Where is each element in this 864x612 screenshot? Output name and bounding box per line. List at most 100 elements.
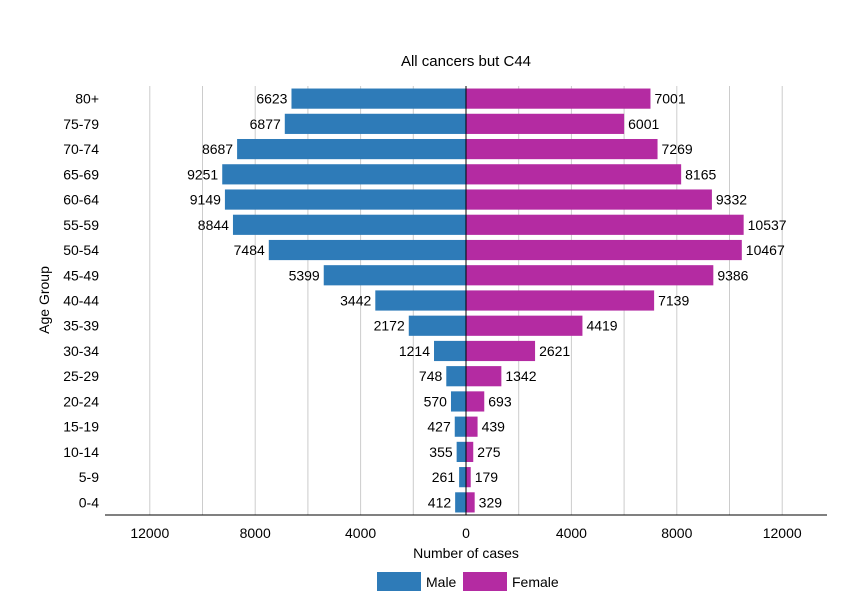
bar-female: [466, 265, 714, 286]
y-tick-label: 5-9: [79, 469, 99, 485]
y-tick-label: 70-74: [63, 141, 99, 157]
y-tick-label: 45-49: [63, 267, 99, 283]
bar-label-female: 10537: [748, 217, 787, 233]
y-tick-label: 25-29: [63, 368, 99, 384]
bar-female: [466, 441, 474, 463]
bar-male: [291, 88, 466, 109]
bar-male: [456, 441, 466, 463]
bar-male: [434, 340, 466, 362]
bar-label-male: 6877: [250, 116, 281, 132]
legend-swatch-male: [377, 572, 421, 591]
bar-label-male: 1214: [399, 343, 430, 359]
bar-male: [237, 138, 466, 160]
bar-female: [466, 315, 583, 336]
bar-label-male: 8844: [198, 217, 229, 233]
bar-male: [323, 265, 466, 286]
bar-female: [466, 189, 712, 210]
bar-male: [224, 189, 466, 210]
y-tick-label: 50-54: [63, 242, 99, 258]
bar-label-female: 7139: [658, 293, 689, 309]
y-tick-label: 60-64: [63, 192, 99, 208]
y-tick-label: 30-34: [63, 343, 99, 359]
y-tick-label: 0-4: [79, 494, 99, 510]
bar-male: [446, 366, 466, 387]
bar-label-male: 261: [432, 469, 456, 485]
x-tick-label: 8000: [661, 525, 692, 541]
bar-male: [232, 214, 466, 235]
y-tick-label: 40-44: [63, 293, 99, 309]
bar-label-female: 9386: [717, 267, 748, 283]
bar-female: [466, 391, 485, 412]
bar-male: [450, 391, 466, 412]
bar-female: [466, 214, 744, 235]
x-tick-label: 12000: [130, 525, 169, 541]
bar-label-male: 748: [419, 368, 443, 384]
y-tick-label: 35-39: [63, 318, 99, 334]
bar-male: [268, 239, 466, 261]
bar-label-female: 1342: [505, 368, 536, 384]
bar-label-male: 9149: [190, 192, 221, 208]
bar-label-female: 275: [477, 444, 501, 460]
y-tick-labels: 0-4 5-9 10-14 15-19 20-24 25-29 30-34 35-39 40-4…: [63, 91, 99, 511]
legend-label-female: Female: [512, 574, 559, 590]
bar-label-male: 7484: [234, 242, 265, 258]
bar-female: [466, 88, 651, 109]
x-tick-label: 12000: [763, 525, 802, 541]
x-tick-label: 8000: [240, 525, 271, 541]
bar-label-female: 9332: [716, 192, 747, 208]
y-tick-label: 80+: [75, 91, 99, 107]
bar-label-female: 10467: [746, 242, 785, 258]
bar-label-female: 8165: [685, 166, 716, 182]
bar-female: [466, 366, 502, 387]
bar-female: [466, 138, 658, 160]
bar-male: [408, 315, 466, 336]
x-tick-label: 4000: [345, 525, 376, 541]
bar-male: [455, 492, 466, 513]
bars: [222, 88, 744, 513]
x-tick-label: 4000: [556, 525, 587, 541]
y-axis-label: Age Group: [36, 266, 52, 334]
bar-label-female: 7001: [654, 91, 685, 107]
bar-label-male: 355: [429, 444, 453, 460]
bar-label-male: 8687: [202, 141, 233, 157]
bar-female: [466, 467, 471, 488]
bar-label-female: 179: [475, 469, 499, 485]
bar-label-female: 439: [482, 419, 506, 435]
bar-label-female: 2621: [539, 343, 570, 359]
bar-female: [466, 164, 682, 185]
y-tick-label: 10-14: [63, 444, 99, 460]
bar-male: [454, 416, 466, 437]
bar-female: [466, 239, 742, 261]
bar-label-male: 412: [428, 494, 452, 510]
bar-male: [459, 467, 466, 488]
bar-label-male: 3442: [340, 293, 371, 309]
y-tick-label: 20-24: [63, 393, 99, 409]
bar-label-male: 570: [424, 393, 448, 409]
y-tick-label: 75-79: [63, 116, 99, 132]
bar-male: [375, 290, 466, 311]
bar-label-female: 7269: [662, 141, 693, 157]
y-tick-label: 15-19: [63, 419, 99, 435]
y-tick-label: 65-69: [63, 166, 99, 182]
bar-label-male: 5399: [289, 267, 320, 283]
x-axis-label: Number of cases: [413, 545, 519, 561]
bar-male: [284, 113, 466, 134]
bar-female: [466, 492, 475, 513]
bar-label-female: 4419: [586, 318, 617, 334]
bar-female: [466, 416, 478, 437]
legend-swatch-female: [463, 572, 507, 591]
bar-label-female: 329: [479, 494, 503, 510]
legend: Male Female: [377, 572, 559, 591]
y-tick-label: 55-59: [63, 217, 99, 233]
x-tick-label: 0: [462, 525, 470, 541]
bar-male: [222, 164, 466, 185]
bar-label-female: 693: [488, 393, 512, 409]
bar-label-male: 2172: [374, 318, 405, 334]
bar-label-male: 9251: [187, 166, 218, 182]
bar-label-male: 6623: [256, 91, 287, 107]
bar-female: [466, 290, 655, 311]
x-tick-labels: 12000 8000 4000 0 4000 8000 12000: [130, 525, 802, 541]
legend-label-male: Male: [426, 574, 457, 590]
